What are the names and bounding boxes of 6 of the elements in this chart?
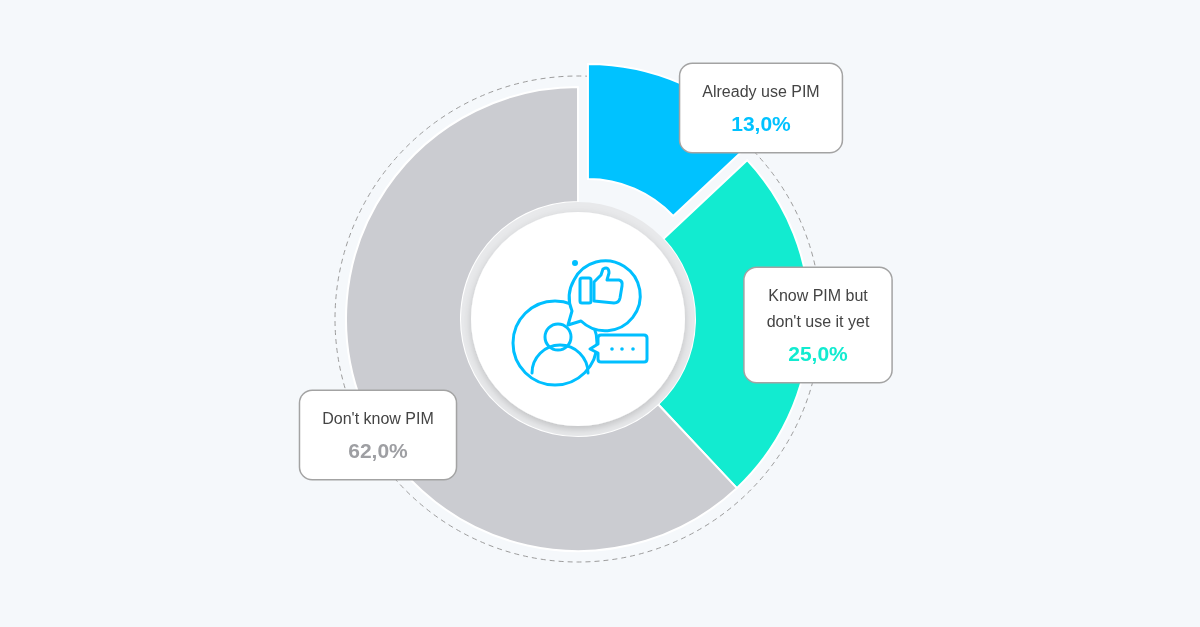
slice-label: Already use PIM: [702, 82, 820, 100]
data-label: 13,0%: [731, 111, 792, 135]
data-label: 62,0%: [348, 438, 409, 462]
data-label: 25,0%: [788, 341, 849, 365]
slice-label: Don't know PIM: [322, 409, 434, 427]
slice-label: Know PIM but don't use it yet: [766, 286, 870, 330]
